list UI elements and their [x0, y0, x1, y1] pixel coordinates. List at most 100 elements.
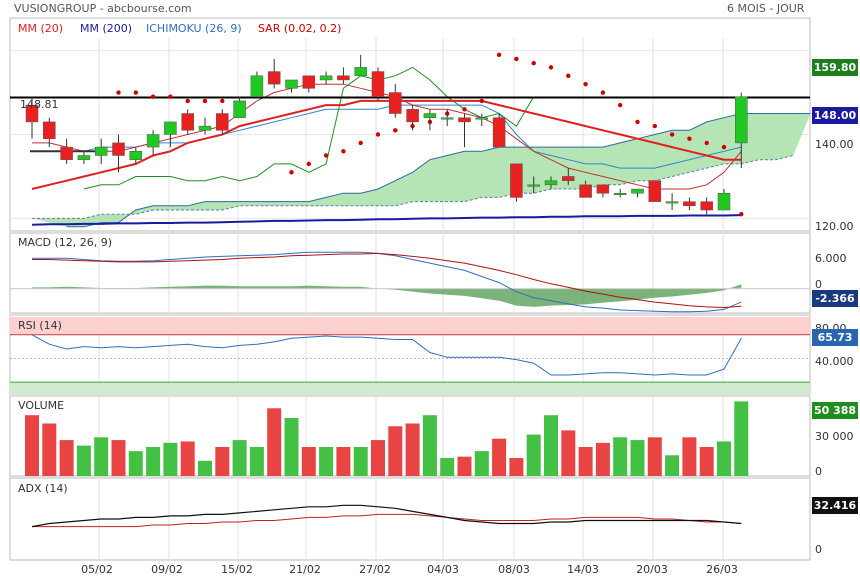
candle-body [129, 151, 143, 160]
x-label-4: 27/02 [359, 563, 391, 576]
legend-sar: SAR (0.02, 0.2) [258, 22, 342, 35]
volume-bar [146, 446, 161, 476]
candle-body [440, 117, 454, 120]
sar-point [341, 149, 346, 154]
volume-bar [94, 437, 109, 476]
x-label-6: 08/03 [498, 563, 530, 576]
candle-body [198, 125, 212, 131]
candle-body [735, 96, 748, 144]
legend-mm200: MM (200) [80, 22, 133, 35]
volume-bar [301, 446, 316, 476]
reference-price-label: 148.81 [20, 98, 59, 111]
candle-body [423, 113, 437, 118]
candle-body [700, 201, 713, 211]
volume-bar [232, 440, 247, 476]
sar-point [548, 65, 554, 70]
macd-line [32, 251, 742, 313]
mm200-line [31, 214, 742, 226]
volume-bar [422, 415, 437, 476]
legend-ichimoku: ICHIMOKU (26, 9) [146, 22, 242, 35]
candle-body [25, 104, 39, 123]
candle-body [683, 201, 696, 207]
sar-point [185, 98, 190, 104]
sar-point [168, 94, 173, 99]
volume-bar [249, 446, 264, 476]
macd-tick-0: 0 [815, 278, 822, 291]
volume-bar [734, 401, 749, 476]
volume-bar [25, 415, 39, 476]
sar-point [739, 212, 744, 217]
legend-mm20: MM (20) [18, 22, 64, 35]
macd-title: MACD (12, 26, 9) [18, 236, 113, 249]
volume-bar [544, 415, 558, 476]
volume-bar [699, 446, 714, 476]
volume-bar [405, 423, 420, 476]
candle-body [250, 75, 264, 97]
candle-body [302, 75, 316, 89]
volume-bar [665, 455, 680, 476]
adx-di-line [32, 513, 742, 528]
candle-body [60, 146, 73, 160]
macd-last-badge: -2.366 [812, 290, 858, 307]
period-label: 6 MOIS - JOUR [727, 2, 805, 15]
sar-point [375, 132, 381, 137]
sar-point [133, 90, 138, 95]
volume-bar [647, 437, 662, 476]
sar-point [669, 132, 675, 137]
x-label-9: 26/03 [706, 563, 738, 576]
volume-bar [717, 441, 731, 476]
volume-bar [682, 437, 697, 476]
volume-bar [267, 408, 282, 476]
volume-bar [440, 458, 455, 476]
sar-point [583, 81, 588, 87]
x-label-7: 14/03 [567, 563, 599, 576]
macd-tick-6: 6.000 [815, 252, 847, 265]
mm20-line [31, 99, 742, 190]
sar-point [202, 98, 208, 104]
volume-bar [111, 440, 126, 476]
sar-point [600, 90, 606, 95]
rsi-last-badge: 65.73 [812, 329, 858, 346]
price-last-badge: 148.00 [812, 107, 858, 124]
volume-bar [284, 417, 299, 476]
volume-bar [336, 446, 351, 476]
sar-point [150, 94, 156, 99]
candle-body [475, 117, 489, 120]
sar-point [306, 161, 311, 167]
price-tick-120: 120.00 [815, 220, 854, 233]
candle-body [354, 67, 367, 77]
candle-body [717, 192, 731, 211]
panel-frame-1 [9, 232, 811, 314]
sar-point [566, 73, 571, 78]
candle-body [527, 184, 540, 187]
x-label-3: 21/02 [289, 563, 321, 576]
sar-point [393, 128, 398, 133]
ichimoku-cloud [32, 113, 811, 227]
volume-bar [630, 440, 645, 476]
candle-body [216, 113, 229, 131]
sar-point [479, 98, 484, 104]
sar-point [358, 140, 363, 146]
volume-bar [353, 446, 368, 476]
volume-bar [578, 446, 593, 476]
candle-body [233, 100, 246, 118]
ichimoku-chikou [83, 66, 535, 190]
candle-body [579, 184, 592, 198]
candle-body [77, 155, 91, 160]
candle-body [285, 79, 298, 89]
candle-body [337, 75, 350, 81]
volume-bar [319, 446, 334, 476]
volume-bar [474, 451, 489, 476]
volume-bar [371, 440, 385, 476]
candle-body [665, 201, 679, 204]
adx-line [31, 504, 742, 528]
x-label-0: 05/02 [81, 563, 113, 576]
ichimoku-span-b [66, 113, 811, 228]
rsi-tick-40: 40.000 [815, 355, 854, 368]
volume-bar [76, 445, 91, 476]
volume-bar [198, 460, 212, 476]
volume-title: VOLUME [18, 399, 65, 412]
sar-point [618, 102, 623, 108]
candle-body [458, 117, 471, 123]
candle-body [146, 134, 160, 148]
